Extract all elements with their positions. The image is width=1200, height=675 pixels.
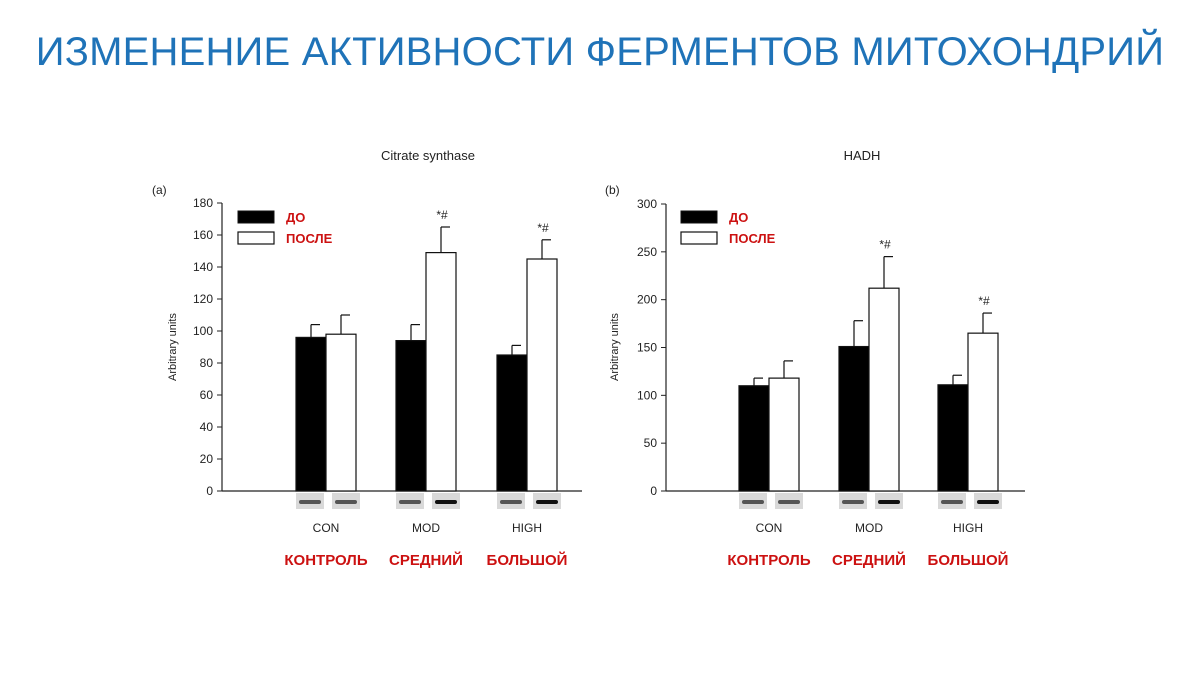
- significance-label: *#: [537, 221, 549, 235]
- y-tick-label: 300: [637, 197, 657, 211]
- y-tick-label: 200: [637, 293, 657, 307]
- category-label: MOD: [412, 521, 440, 535]
- blot-band: [335, 500, 357, 504]
- bar-before: [738, 385, 770, 492]
- y-tick-label: 160: [193, 228, 213, 242]
- chart-title: HADH: [844, 148, 881, 163]
- panel-letter: (a): [152, 183, 167, 197]
- legend-label-before: ДО: [286, 210, 305, 225]
- category-label: CON: [313, 521, 340, 535]
- y-tick-label: 80: [200, 356, 214, 370]
- significance-label: *#: [436, 208, 448, 222]
- category-label-ru: КОНТРОЛЬ: [284, 552, 367, 569]
- y-tick-label: 140: [193, 260, 213, 274]
- significance-label: *#: [978, 294, 990, 308]
- category-label-ru: КОНТРОЛЬ: [727, 552, 810, 569]
- y-tick-label: 20: [200, 452, 214, 466]
- bar-before: [395, 340, 427, 492]
- chart-title: Citrate synthase: [381, 148, 475, 163]
- category-label-ru: БОЛЬШОЙ: [487, 551, 568, 569]
- legend-swatch-after: [680, 231, 718, 245]
- category-label: HIGH: [512, 521, 542, 535]
- legend-swatch-before: [237, 210, 275, 224]
- y-tick-label: 150: [637, 341, 657, 355]
- y-tick-label: 0: [206, 484, 213, 498]
- bar-after: [526, 258, 558, 492]
- blot-band: [941, 500, 963, 504]
- bar-after: [768, 377, 800, 492]
- bar-before: [838, 345, 870, 492]
- y-tick-label: 100: [193, 324, 213, 338]
- blot-band: [435, 500, 457, 504]
- blot-band: [399, 500, 421, 504]
- bar-before: [937, 384, 969, 492]
- y-tick-label: 50: [644, 436, 658, 450]
- category-label: MOD: [855, 521, 883, 535]
- legend-swatch-after: [237, 231, 275, 245]
- y-tick-label: 250: [637, 245, 657, 259]
- blot-band: [878, 500, 900, 504]
- significance-label: *#: [879, 238, 891, 252]
- category-label-ru: БОЛЬШОЙ: [928, 551, 1009, 569]
- legend-label-after: ПОСЛЕ: [286, 231, 333, 246]
- bar-after: [325, 333, 357, 492]
- blot-band: [977, 500, 999, 504]
- category-label: HIGH: [953, 521, 983, 535]
- legend-swatch-before: [680, 210, 718, 224]
- blot-band: [842, 500, 864, 504]
- bar-before: [295, 336, 327, 492]
- bar-after: [425, 252, 457, 492]
- bar-before: [496, 354, 528, 492]
- category-label-ru: СРЕДНИЙ: [832, 551, 906, 569]
- blot-band: [500, 500, 522, 504]
- y-tick-label: 100: [637, 388, 657, 402]
- y-tick-label: 0: [650, 484, 657, 498]
- slide-title: ИЗМЕНЕНИЕ АКТИВНОСТИ ФЕРМЕНТОВ МИТОХОНДР…: [35, 30, 1165, 74]
- blot-band: [778, 500, 800, 504]
- bar-after: [868, 287, 900, 492]
- blot-band: [742, 500, 764, 504]
- y-tick-label: 60: [200, 388, 214, 402]
- category-label: CON: [756, 521, 783, 535]
- y-axis-label: Arbitrary units: [609, 313, 621, 381]
- legend-label-after: ПОСЛЕ: [729, 231, 776, 246]
- y-axis-label: Arbitrary units: [167, 313, 179, 381]
- y-tick-label: 40: [200, 420, 214, 434]
- bar-after: [967, 332, 999, 492]
- y-tick-label: 120: [193, 292, 213, 306]
- blot-band: [536, 500, 558, 504]
- category-label-ru: СРЕДНИЙ: [389, 551, 463, 569]
- legend-label-before: ДО: [729, 210, 748, 225]
- y-tick-label: 180: [193, 196, 213, 210]
- panel-letter: (b): [605, 183, 620, 197]
- blot-band: [299, 500, 321, 504]
